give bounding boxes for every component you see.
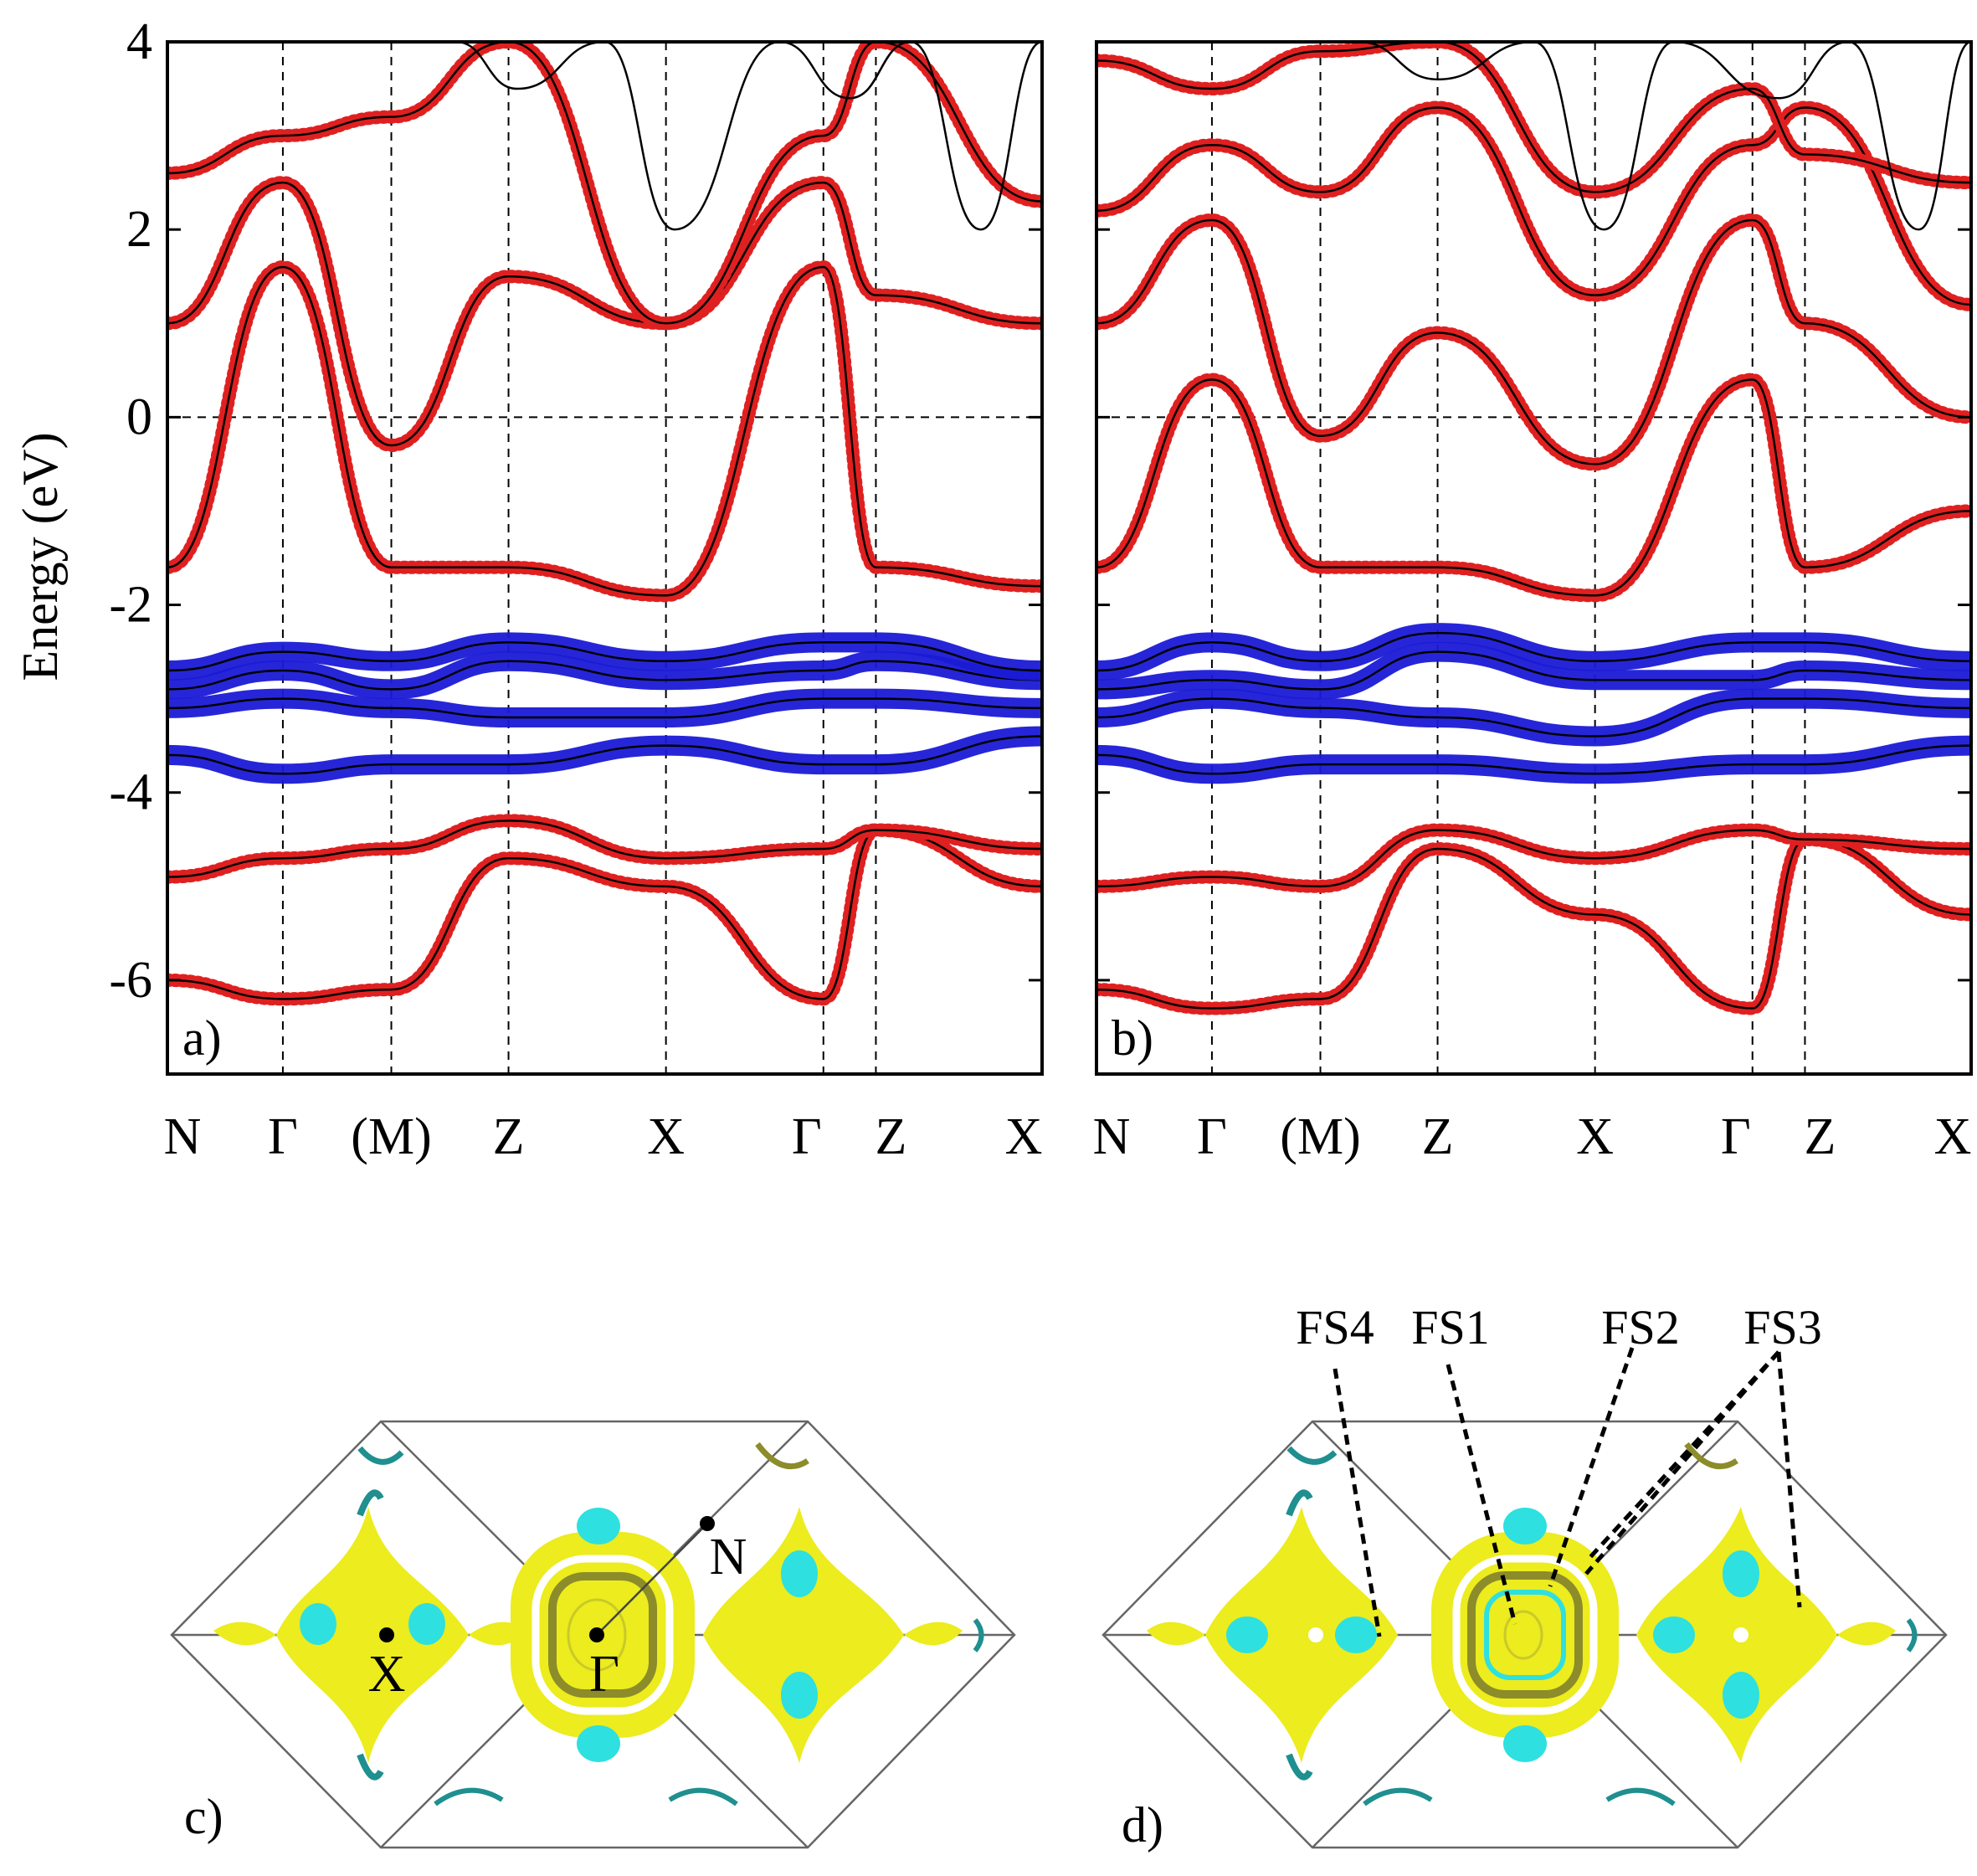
band-weight-red	[1096, 832, 1971, 1015]
fs-leader-lines	[1333, 1347, 1802, 1637]
panel-c-right-pocket	[703, 1507, 984, 1763]
kpoint-label: N	[164, 1108, 202, 1165]
band-line	[167, 265, 1042, 597]
panel-d-gamma-pocket	[1431, 1508, 1619, 1762]
n-point-marker	[700, 1516, 715, 1531]
band-line	[1096, 650, 1971, 691]
y-axis-title: Energy (eV)	[13, 432, 68, 681]
panel-d-arc	[1684, 1442, 1738, 1470]
panel-d-label: d)	[1122, 1797, 1163, 1853]
panel-d-left-pocket	[1147, 1489, 1398, 1781]
kpoint-label: Z	[1422, 1108, 1454, 1165]
fs3-leader	[1589, 1350, 1780, 1559]
panel-d-arc	[1286, 1446, 1338, 1465]
kpoint-label: Z	[493, 1108, 525, 1165]
panel-b-bands	[1096, 42, 1971, 1015]
panel-c-label: c)	[184, 1789, 223, 1844]
panel-c-arc	[357, 1446, 404, 1465]
band-weight-blue	[1096, 735, 1971, 784]
fermi-surface-panel-c: X Γ N c)	[170, 1420, 1016, 1849]
fs4-leader	[1333, 1368, 1382, 1637]
kpoint-label: Z	[876, 1108, 907, 1165]
ytick-label: -2	[109, 577, 152, 634]
kpoint-label: Z	[1805, 1108, 1836, 1165]
fermi-surface-panel-d: FS4 FS1 FS2 FS3 d)	[1101, 1300, 1948, 1853]
ytick-label: -6	[109, 952, 152, 1009]
n-point-label: N	[710, 1529, 747, 1586]
panel-b-ticks	[1096, 40, 1971, 982]
kpoint-label: Γ	[1721, 1108, 1751, 1165]
fs3-label: FS3	[1743, 1300, 1822, 1354]
band-weight-blue	[167, 688, 1042, 728]
kpoint-label: Γ	[268, 1108, 298, 1165]
panel-a-ytick-labels: 4 2 0 -2 -4 -6	[109, 13, 152, 1009]
fs3-leader	[1776, 1351, 1802, 1608]
panel-c-arc	[755, 1442, 809, 1470]
band-line	[167, 181, 1042, 447]
band-line	[1096, 42, 1971, 193]
band-line	[167, 641, 1042, 672]
panel-d-arc	[1605, 1787, 1676, 1807]
kpoint-label: (M)	[351, 1108, 431, 1165]
panel-c-arc	[434, 1787, 504, 1807]
band-line	[1096, 631, 1971, 672]
kpoint-label: N	[1093, 1108, 1131, 1165]
kpoint-label: X	[1576, 1108, 1614, 1165]
band-line	[1096, 744, 1971, 775]
ytick-label: -4	[109, 764, 152, 821]
kpoint-label: X	[647, 1108, 685, 1165]
x-point-marker	[379, 1627, 394, 1642]
panel-a-frame	[166, 40, 1044, 1076]
panel-b-frame	[1095, 40, 1973, 1076]
band-line	[1096, 838, 1971, 1010]
panel-a-gridlines	[167, 42, 1042, 1074]
fs2-leader	[1548, 1347, 1635, 1587]
kpoint-label: Γ	[1197, 1108, 1227, 1165]
kpoint-label: (M)	[1280, 1108, 1360, 1165]
kpoint-label: X	[1934, 1108, 1972, 1165]
panel-c-x-pocket	[213, 1489, 527, 1781]
fs1-label: FS1	[1411, 1300, 1490, 1354]
ytick-label: 4	[126, 13, 152, 70]
band-line	[167, 660, 1042, 691]
band-line	[1096, 378, 1971, 597]
band-weight-red	[167, 814, 1042, 884]
band-line	[1096, 106, 1971, 306]
panel-d-arc	[1363, 1787, 1433, 1807]
fs1-leader	[1446, 1364, 1517, 1625]
panel-c-gamma-n-line	[596, 1523, 708, 1636]
band-line	[167, 820, 1042, 878]
kpoint-label: X	[1005, 1108, 1043, 1165]
band-weight-blue	[167, 726, 1042, 784]
band-structure-panel-a: Energy (eV) a) 420-2-4-6 N Γ (M) Z X Γ Z X	[13, 13, 1044, 1165]
gamma-point-marker	[589, 1627, 604, 1642]
panel-c-arc	[668, 1787, 738, 1807]
ytick-label: 2	[126, 201, 152, 258]
panel-a-bands	[167, 42, 1042, 1006]
fs2-label: FS2	[1601, 1300, 1680, 1354]
band-structure-panel-b: b) N Γ (M) Z X Γ Z X	[1093, 40, 1973, 1165]
panel-b-label: b)	[1112, 1010, 1153, 1066]
band-line	[167, 697, 1042, 719]
band-line	[167, 735, 1042, 775]
x-point-label: X	[368, 1646, 406, 1703]
panel-b-kpoint-labels: N Γ (M) Z X Γ Z X	[1093, 1108, 1972, 1165]
panel-a-kpoint-labels: N Γ (M) Z X Γ Z X	[164, 1108, 1043, 1165]
kpoint-label: Γ	[792, 1108, 822, 1165]
band-line	[1096, 697, 1971, 738]
ytick-label: 0	[126, 388, 152, 445]
band-line	[1096, 218, 1971, 465]
panel-a-ticks	[167, 40, 1042, 982]
band-line	[1096, 829, 1971, 888]
fs4-label: FS4	[1296, 1300, 1374, 1354]
panel-d-right-pocket	[1636, 1507, 1918, 1763]
gamma-point-label: Γ	[589, 1646, 619, 1703]
panel-a-label: a)	[182, 1010, 222, 1066]
